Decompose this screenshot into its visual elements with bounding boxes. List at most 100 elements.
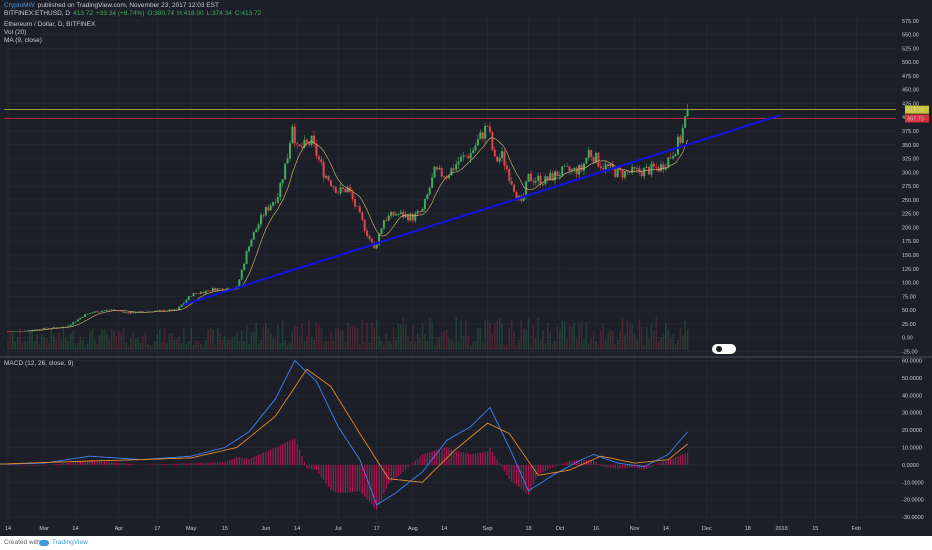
histogram-bar (679, 455, 681, 466)
histogram-bar (438, 449, 440, 466)
candle-body (291, 126, 294, 144)
time-tick-label: 18 (745, 526, 751, 532)
candle-body (74, 321, 77, 323)
candle-body (404, 214, 407, 218)
candle-body (88, 313, 91, 314)
histogram-bar (646, 464, 648, 469)
histogram-bar (195, 462, 197, 466)
volume-bar (322, 342, 325, 350)
histogram-bar (580, 459, 583, 466)
price-tick-label: 150.00 (902, 253, 919, 259)
candle-body (595, 152, 597, 163)
histogram-bar (527, 464, 530, 495)
candle-body (288, 143, 291, 159)
histogram-bar (633, 464, 636, 468)
candle-body (293, 126, 296, 144)
volume-bar (267, 328, 270, 350)
histogram-bar (12, 464, 14, 466)
volume-bar (361, 319, 364, 350)
candle-body (546, 176, 549, 181)
volume-bar (308, 319, 311, 350)
volume-bar (626, 319, 629, 350)
volume-bar (55, 339, 57, 350)
vol-legend: Vol (20) (4, 29, 27, 36)
candle-body (599, 166, 602, 168)
candle-body (481, 132, 484, 139)
candle-body (623, 171, 626, 178)
candle-body (43, 327, 46, 330)
histogram-bar (9, 464, 12, 466)
histogram-bar (173, 463, 175, 466)
volume-bar (36, 333, 38, 350)
tradingview-link[interactable]: TradingView (52, 539, 88, 546)
volume-bar (628, 323, 631, 350)
histogram-bar (296, 444, 298, 466)
candle-body (462, 155, 465, 157)
volume-bar (616, 339, 619, 350)
histogram-bar (508, 464, 510, 480)
candle-body (26, 330, 29, 332)
trendline[interactable] (183, 114, 780, 306)
candle-body (645, 166, 648, 168)
candle-body (527, 173, 530, 182)
candle-body (180, 304, 183, 307)
volume-bar (154, 341, 156, 350)
candle-body (320, 159, 323, 163)
time-tick-label: Feb (852, 526, 861, 532)
time-tick-label: May (186, 526, 197, 532)
price-tick-label: 325.00 (902, 157, 919, 163)
histogram-bar (135, 464, 137, 466)
macd-axis[interactable]: 60.0000 50.0000 40.0000 30.0000 20.0000 10.00… (902, 358, 924, 521)
volume-bar (583, 338, 585, 350)
volume-bar (395, 340, 397, 350)
volume-bar (279, 343, 282, 350)
histogram-bar (301, 455, 303, 466)
candle-body (117, 310, 120, 312)
volume-bar (392, 327, 395, 350)
candle-body (276, 197, 279, 203)
price-tick-label: 75.00 (902, 294, 916, 300)
volume-bar (296, 326, 298, 350)
volume-bar (257, 343, 260, 350)
histogram-bar (272, 448, 274, 466)
candle-body (469, 152, 472, 159)
volume-bar (600, 330, 602, 350)
candle-body (141, 311, 144, 312)
footer-bar: Created with TradingView (0, 536, 932, 550)
candle-body (638, 168, 641, 173)
candle-body (358, 206, 361, 213)
histogram-bar (70, 462, 72, 466)
histogram-bar (180, 463, 183, 466)
histogram-bar (621, 464, 624, 469)
histogram-bar (479, 452, 481, 466)
candle-body (125, 312, 128, 313)
candle-body (452, 168, 455, 170)
price-axis[interactable]: 575.00 550.00 525.00 500.00 475.00 450.00 425.… (902, 19, 919, 356)
histogram-bar (568, 460, 571, 466)
candle-body (175, 309, 178, 311)
author-link[interactable]: CryptoMW (4, 2, 35, 9)
candle-body (488, 126, 491, 133)
macd-tick-label: 50.0000 (902, 376, 922, 382)
candle-body (197, 293, 200, 295)
candle-body (399, 212, 402, 215)
candle-body (631, 166, 634, 173)
price-tick-label: 450.00 (902, 88, 919, 94)
histogram-bar (41, 464, 43, 466)
candle-body (67, 325, 70, 327)
candle-body (93, 311, 96, 313)
chart-logo-icon (712, 344, 736, 354)
histogram-bar (641, 464, 643, 470)
volume-bar (486, 319, 489, 350)
candle-body (279, 183, 282, 198)
volume-bar (621, 318, 624, 350)
time-axis[interactable]: 14 Mar 14 Apr 17 May 15 Jun 14 Jul 17 Aug 14 Sep 18 Oct… (5, 526, 861, 532)
histogram-bar (537, 464, 539, 475)
histogram-bar (253, 456, 255, 466)
candle-body (597, 152, 600, 167)
histogram-bar (607, 464, 609, 468)
volume-bar (103, 329, 106, 350)
candle-body (55, 327, 58, 328)
histogram-bar (277, 446, 279, 466)
histogram-bar (573, 460, 575, 466)
